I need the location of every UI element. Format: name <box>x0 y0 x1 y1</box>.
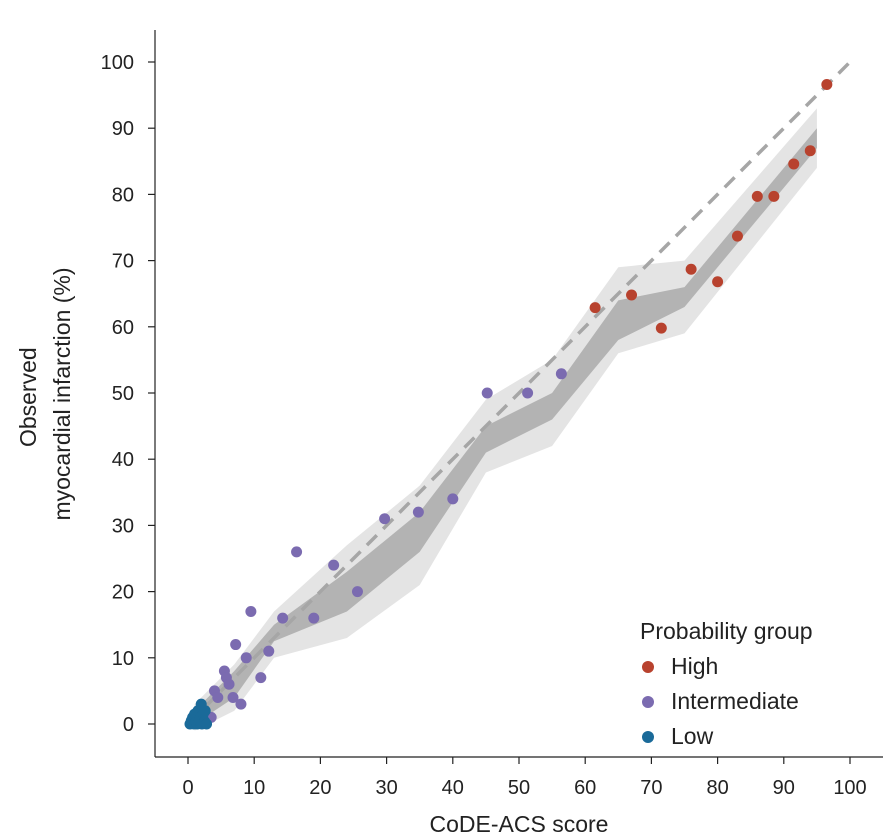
point-intermediate <box>263 645 275 657</box>
y-axis-ticks: 0 10 20 30 40 50 60 70 80 90 100 <box>101 52 155 736</box>
point-intermediate <box>447 493 459 505</box>
point-high <box>788 158 800 170</box>
point-intermediate <box>235 698 247 710</box>
legend-marker-high <box>642 660 654 673</box>
legend-item-low: Low <box>640 719 813 754</box>
x-axis-title: CoDE-ACS score <box>430 811 609 837</box>
point-high <box>712 276 724 288</box>
point-intermediate <box>328 559 340 571</box>
x-tick-label: 60 <box>574 777 596 799</box>
point-intermediate <box>277 612 289 624</box>
x-tick-label: 100 <box>833 777 866 799</box>
data-points <box>184 79 833 730</box>
confidence-bands <box>194 108 817 731</box>
y-tick-label: 100 <box>101 52 134 74</box>
y-tick-label: 90 <box>112 118 134 140</box>
y-tick-label: 80 <box>112 184 134 206</box>
point-intermediate <box>245 605 257 617</box>
x-tick-label: 0 <box>182 777 193 799</box>
legend-label-intermediate: Intermediate <box>671 688 799 714</box>
x-tick-label: 30 <box>375 777 397 799</box>
point-high <box>589 302 601 314</box>
legend-title: Probability group <box>640 618 813 644</box>
legend-label-low: Low <box>671 723 714 749</box>
y-axis-title-line1: Observed <box>15 347 41 447</box>
legend-label-high: High <box>671 653 719 679</box>
identity-reference-line <box>186 60 852 726</box>
point-intermediate <box>291 546 303 558</box>
y-tick-label: 50 <box>112 383 134 405</box>
point-high <box>626 289 638 301</box>
legend: Probability group High Intermediate Low <box>640 618 813 754</box>
point-low <box>199 705 211 717</box>
legend-item-intermediate: Intermediate <box>640 684 813 719</box>
series-high <box>589 79 833 334</box>
point-intermediate <box>255 672 267 684</box>
x-tick-label: 50 <box>508 777 530 799</box>
series-low <box>184 698 213 730</box>
legend-marker-intermediate <box>642 695 654 708</box>
point-intermediate <box>227 692 239 704</box>
point-intermediate <box>481 387 493 399</box>
x-tick-label: 90 <box>773 777 795 799</box>
y-tick-label: 10 <box>112 648 134 670</box>
point-high <box>751 190 763 202</box>
point-intermediate <box>351 586 363 598</box>
point-intermediate <box>240 652 252 664</box>
point-high <box>804 145 816 157</box>
point-high <box>685 263 697 275</box>
point-high <box>731 230 743 242</box>
point-low <box>201 718 213 730</box>
legend-marker-low <box>642 730 654 743</box>
y-tick-label: 20 <box>112 582 134 604</box>
point-intermediate <box>522 387 534 399</box>
point-intermediate <box>230 639 242 651</box>
y-tick-label: 30 <box>112 515 134 537</box>
y-tick-label: 40 <box>112 449 134 471</box>
legend-item-high: High <box>640 649 813 684</box>
x-tick-label: 40 <box>442 777 464 799</box>
y-axis-title: Observed myocardial infarction (%) <box>15 267 75 520</box>
y-axis-title-line2: myocardial infarction (%) <box>49 267 75 520</box>
point-intermediate <box>308 612 320 624</box>
y-tick-label: 60 <box>112 317 134 339</box>
x-tick-label: 80 <box>706 777 728 799</box>
point-intermediate <box>223 678 235 690</box>
x-axis-ticks: 0 10 20 30 40 50 60 70 80 90 100 <box>182 757 867 799</box>
point-intermediate <box>412 506 424 518</box>
point-high <box>821 79 833 91</box>
point-intermediate <box>555 368 567 380</box>
inner-confidence-band <box>194 128 817 724</box>
point-intermediate <box>212 692 224 704</box>
reference-line-group <box>186 60 852 726</box>
point-high <box>768 190 780 202</box>
point-intermediate <box>379 513 391 525</box>
series-intermediate <box>205 368 567 723</box>
y-tick-label: 70 <box>112 251 134 273</box>
x-tick-label: 70 <box>640 777 662 799</box>
y-tick-label: 0 <box>123 714 134 736</box>
point-high <box>655 322 667 334</box>
x-tick-label: 10 <box>243 777 265 799</box>
x-tick-label: 20 <box>309 777 331 799</box>
